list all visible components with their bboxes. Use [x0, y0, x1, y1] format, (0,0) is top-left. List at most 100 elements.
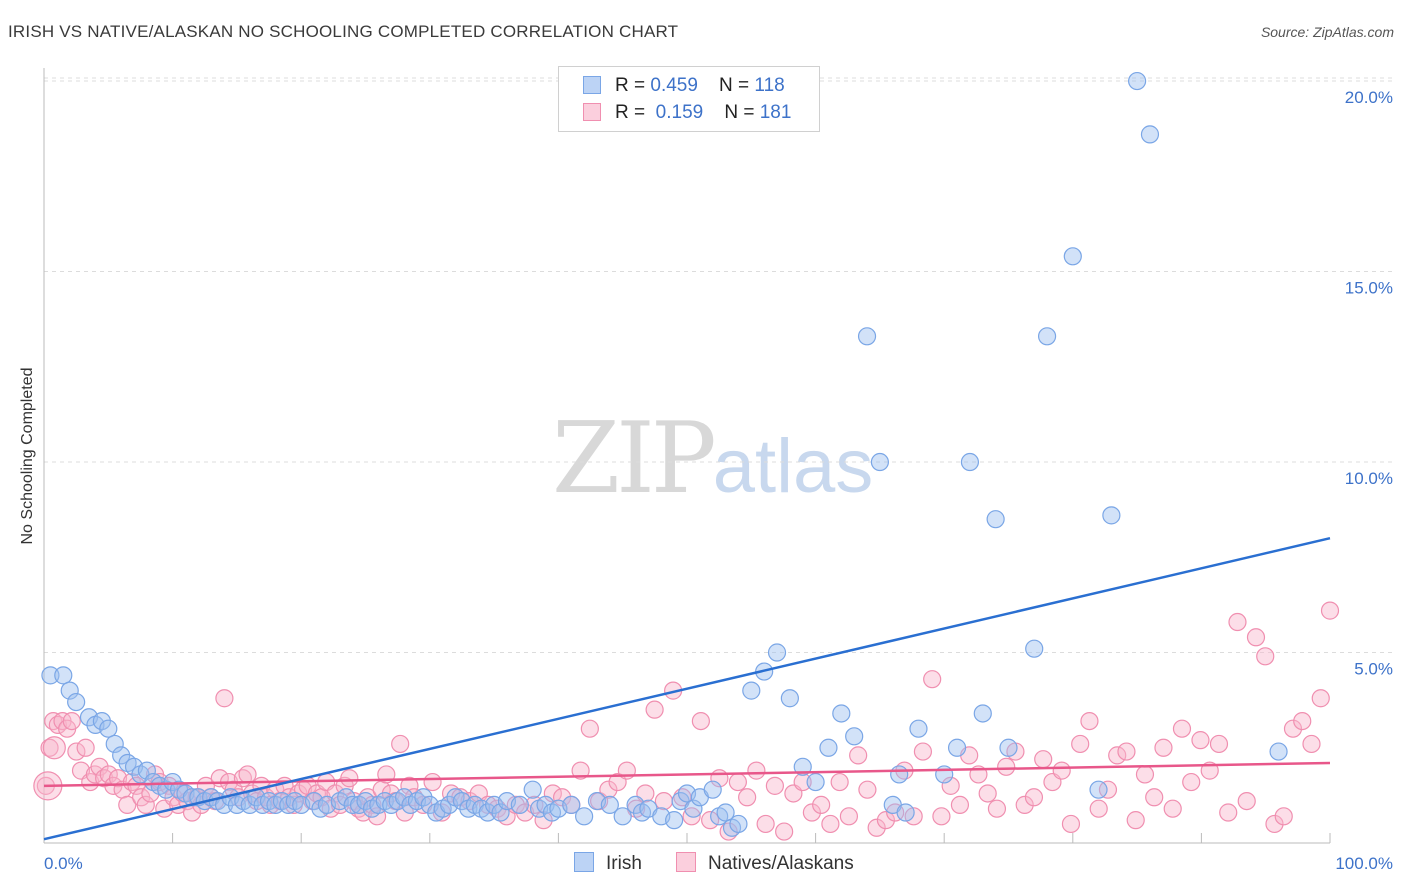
natives-point — [340, 769, 359, 788]
axes — [43, 68, 1331, 844]
irish-point — [478, 803, 497, 822]
legend-row-irish: R = 0.459 N = 118 — [583, 75, 785, 101]
irish-point — [665, 811, 684, 830]
natives-point — [802, 803, 821, 822]
natives-point — [1283, 719, 1303, 738]
irish-point — [491, 803, 510, 822]
irish-point — [54, 666, 73, 685]
irish-point — [41, 666, 60, 685]
legend-row-natives: R = 0.159 N = 181 — [583, 102, 791, 128]
natives-point — [849, 746, 868, 765]
legend-r-label: R = — [615, 75, 651, 96]
irish-point — [742, 681, 761, 700]
natives-point — [1061, 814, 1081, 834]
natives-point — [756, 814, 775, 834]
natives-point — [118, 795, 137, 815]
natives-point — [1015, 795, 1034, 815]
natives-point — [599, 780, 618, 799]
natives-point — [876, 811, 896, 830]
natives-point — [215, 689, 234, 708]
natives-point — [1126, 811, 1145, 830]
natives-point — [238, 765, 257, 784]
irish-point — [1025, 639, 1044, 658]
natives-point — [978, 784, 997, 803]
natives-point — [127, 776, 146, 795]
natives-point — [1098, 780, 1118, 799]
natives-point — [76, 738, 95, 757]
irish-point — [947, 738, 967, 757]
irish-point — [909, 719, 928, 738]
correlation-legend: R = 0.459 N = 118 R = 0.159 N = 181 — [558, 66, 820, 132]
natives-point — [1182, 772, 1201, 792]
natives-point — [1024, 788, 1044, 807]
series-legend-natives[interactable]: Natives/Alaskans — [676, 852, 854, 875]
irish-point — [163, 772, 182, 792]
natives-point — [932, 807, 951, 826]
irish-point — [1037, 327, 1057, 346]
natives-point — [90, 757, 109, 776]
natives-point — [765, 776, 784, 795]
natives-point — [645, 700, 664, 719]
natives-point — [867, 818, 886, 837]
natives-point — [391, 734, 410, 754]
irish-n-value: 118 — [754, 75, 785, 96]
natives-point — [1135, 765, 1155, 784]
natives-point — [839, 807, 859, 826]
y-tick-label: 5.0% — [1354, 660, 1393, 679]
irish-points — [41, 71, 1288, 837]
natives-point — [997, 757, 1016, 776]
natives-legend-label: Natives/Alaskans — [708, 853, 854, 874]
natives-point — [1052, 761, 1071, 780]
natives-point — [1293, 711, 1312, 731]
irish-point — [806, 772, 825, 792]
source-label: Source: ZipAtlas.com — [1260, 24, 1394, 40]
tick-labels: 5.0% 10.0% 15.0% 20.0% 0.0% 100.0% — [44, 88, 1393, 873]
natives-point — [923, 670, 942, 689]
irish-point — [523, 780, 542, 799]
irish-point — [575, 807, 594, 826]
natives-point — [553, 788, 572, 807]
natives-point — [571, 761, 590, 780]
natives-point — [987, 799, 1007, 818]
irish-point — [767, 643, 787, 662]
irish-point — [703, 780, 722, 799]
natives-point — [1209, 734, 1229, 754]
irish-point — [99, 719, 118, 738]
natives-point — [682, 807, 701, 826]
natives-point — [108, 769, 128, 788]
natives-point — [1117, 742, 1136, 761]
trend-lines — [43, 537, 1331, 841]
watermark-logo: ZIPatlas — [552, 402, 873, 516]
y-tick-label: 15.0% — [1345, 279, 1393, 298]
natives-point — [1237, 791, 1256, 811]
natives-point — [654, 791, 673, 811]
irish-point — [60, 681, 79, 700]
irish-point — [1269, 742, 1288, 761]
natives-point — [506, 795, 525, 815]
irish-point — [157, 780, 176, 799]
natives-point — [821, 814, 840, 834]
irish-point — [510, 795, 529, 815]
natives-point — [1163, 799, 1182, 818]
irish-point — [562, 795, 581, 815]
series-legend: Irish Natives/Alaskans — [0, 852, 1406, 880]
irish-point — [960, 452, 980, 472]
irish-point — [870, 452, 890, 472]
irish-point — [414, 788, 433, 807]
natives-point — [580, 719, 599, 738]
natives-point — [830, 772, 849, 792]
natives-point — [1108, 746, 1127, 765]
x-tick-label-max: 100.0% — [1335, 854, 1393, 873]
irish-point — [896, 803, 915, 822]
irish-point — [832, 704, 851, 723]
natives-point — [1256, 647, 1275, 666]
watermark-atlas: atlas — [712, 424, 874, 509]
series-legend-irish[interactable]: Irish — [574, 852, 642, 875]
y-tick-label: 10.0% — [1345, 469, 1393, 488]
natives-trend-line — [43, 761, 1331, 788]
irish-point — [716, 803, 735, 822]
natives-point — [1089, 799, 1108, 818]
natives-point-large — [42, 736, 66, 760]
irish-point — [890, 765, 909, 784]
irish-point — [986, 510, 1005, 529]
